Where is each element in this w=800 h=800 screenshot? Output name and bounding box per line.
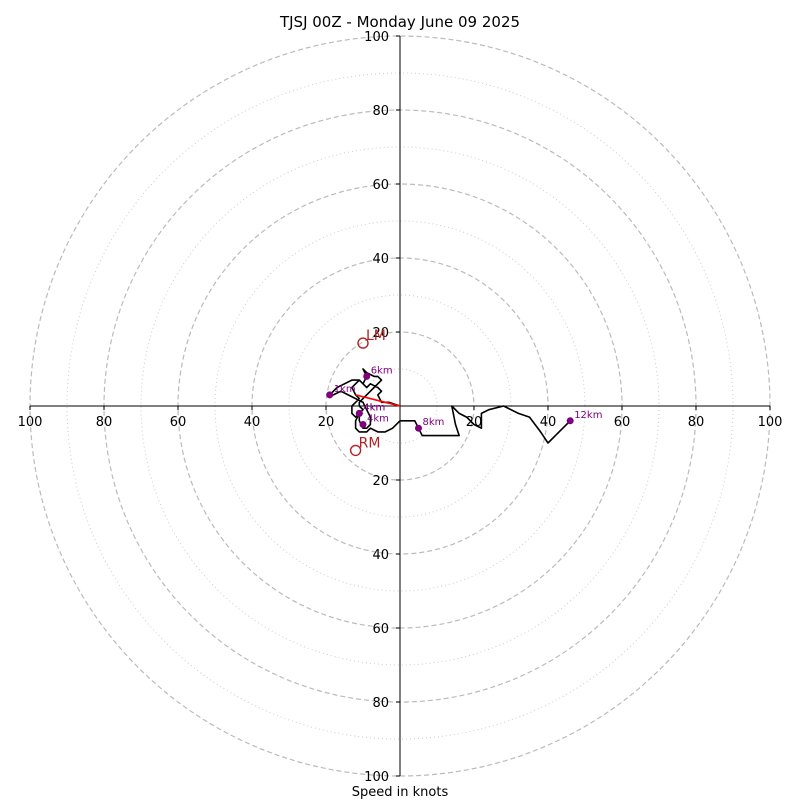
height-marker-label: 6km — [371, 365, 393, 376]
height-marker-dot — [415, 424, 422, 432]
y-tick-label: 80 — [372, 104, 389, 119]
x-tick-label: 80 — [688, 415, 705, 430]
height-marker-label: 8km — [423, 417, 445, 428]
x-tick-label: 60 — [170, 415, 187, 430]
y-tick-label: 40 — [372, 548, 389, 563]
x-axis-label: Speed in knots — [352, 785, 449, 800]
y-tick-label: 60 — [372, 178, 389, 193]
y-tick-label: 60 — [372, 622, 389, 637]
x-tick-label: 20 — [318, 415, 335, 430]
height-marker-label: 1km — [334, 384, 356, 395]
height-marker-dot — [363, 372, 371, 380]
height-marker-dot — [355, 409, 363, 417]
x-tick-label: 100 — [18, 415, 43, 430]
hodograph-trace — [328, 368, 571, 444]
x-tick-label: 80 — [96, 415, 113, 430]
shear-vector — [355, 394, 401, 407]
storm-motion-label: LM — [366, 328, 386, 344]
y-tick-label: 100 — [364, 770, 389, 785]
storm-motion-marker — [349, 444, 362, 457]
x-tick-label: 40 — [540, 415, 557, 430]
y-tick-label: 100 — [364, 30, 389, 45]
tick-labels: 100 80 60 40 20 20 40 60 80 100100806040202040608… — [18, 30, 783, 785]
height-marker-dot — [359, 421, 367, 428]
hodograph-line — [328, 368, 571, 444]
x-tick-label: 100 — [758, 415, 783, 430]
y-tick-label: 20 — [372, 474, 389, 489]
height-marker-label: 12km — [574, 410, 602, 421]
storm-motion-label: RM — [359, 435, 381, 451]
storm-motion-markers: LM RM — [349, 328, 386, 457]
height-marker-dot — [566, 417, 574, 425]
y-tick-label: 80 — [372, 696, 389, 711]
x-tick-label: 60 — [614, 415, 631, 430]
y-tick-label: 40 — [372, 252, 389, 267]
height-marker-label: 4km — [363, 402, 385, 413]
height-marker-label: 4km — [363, 402, 385, 413]
height-marker-dot — [326, 391, 334, 399]
y-tick-label: 20 — [372, 326, 389, 341]
height-marker-label: 4km — [367, 414, 389, 425]
chart-title: TJSJ 00Z - Monday June 09 2025 — [279, 13, 520, 31]
storm-motion-marker — [357, 337, 369, 349]
x-tick-label: 40 — [244, 415, 261, 430]
